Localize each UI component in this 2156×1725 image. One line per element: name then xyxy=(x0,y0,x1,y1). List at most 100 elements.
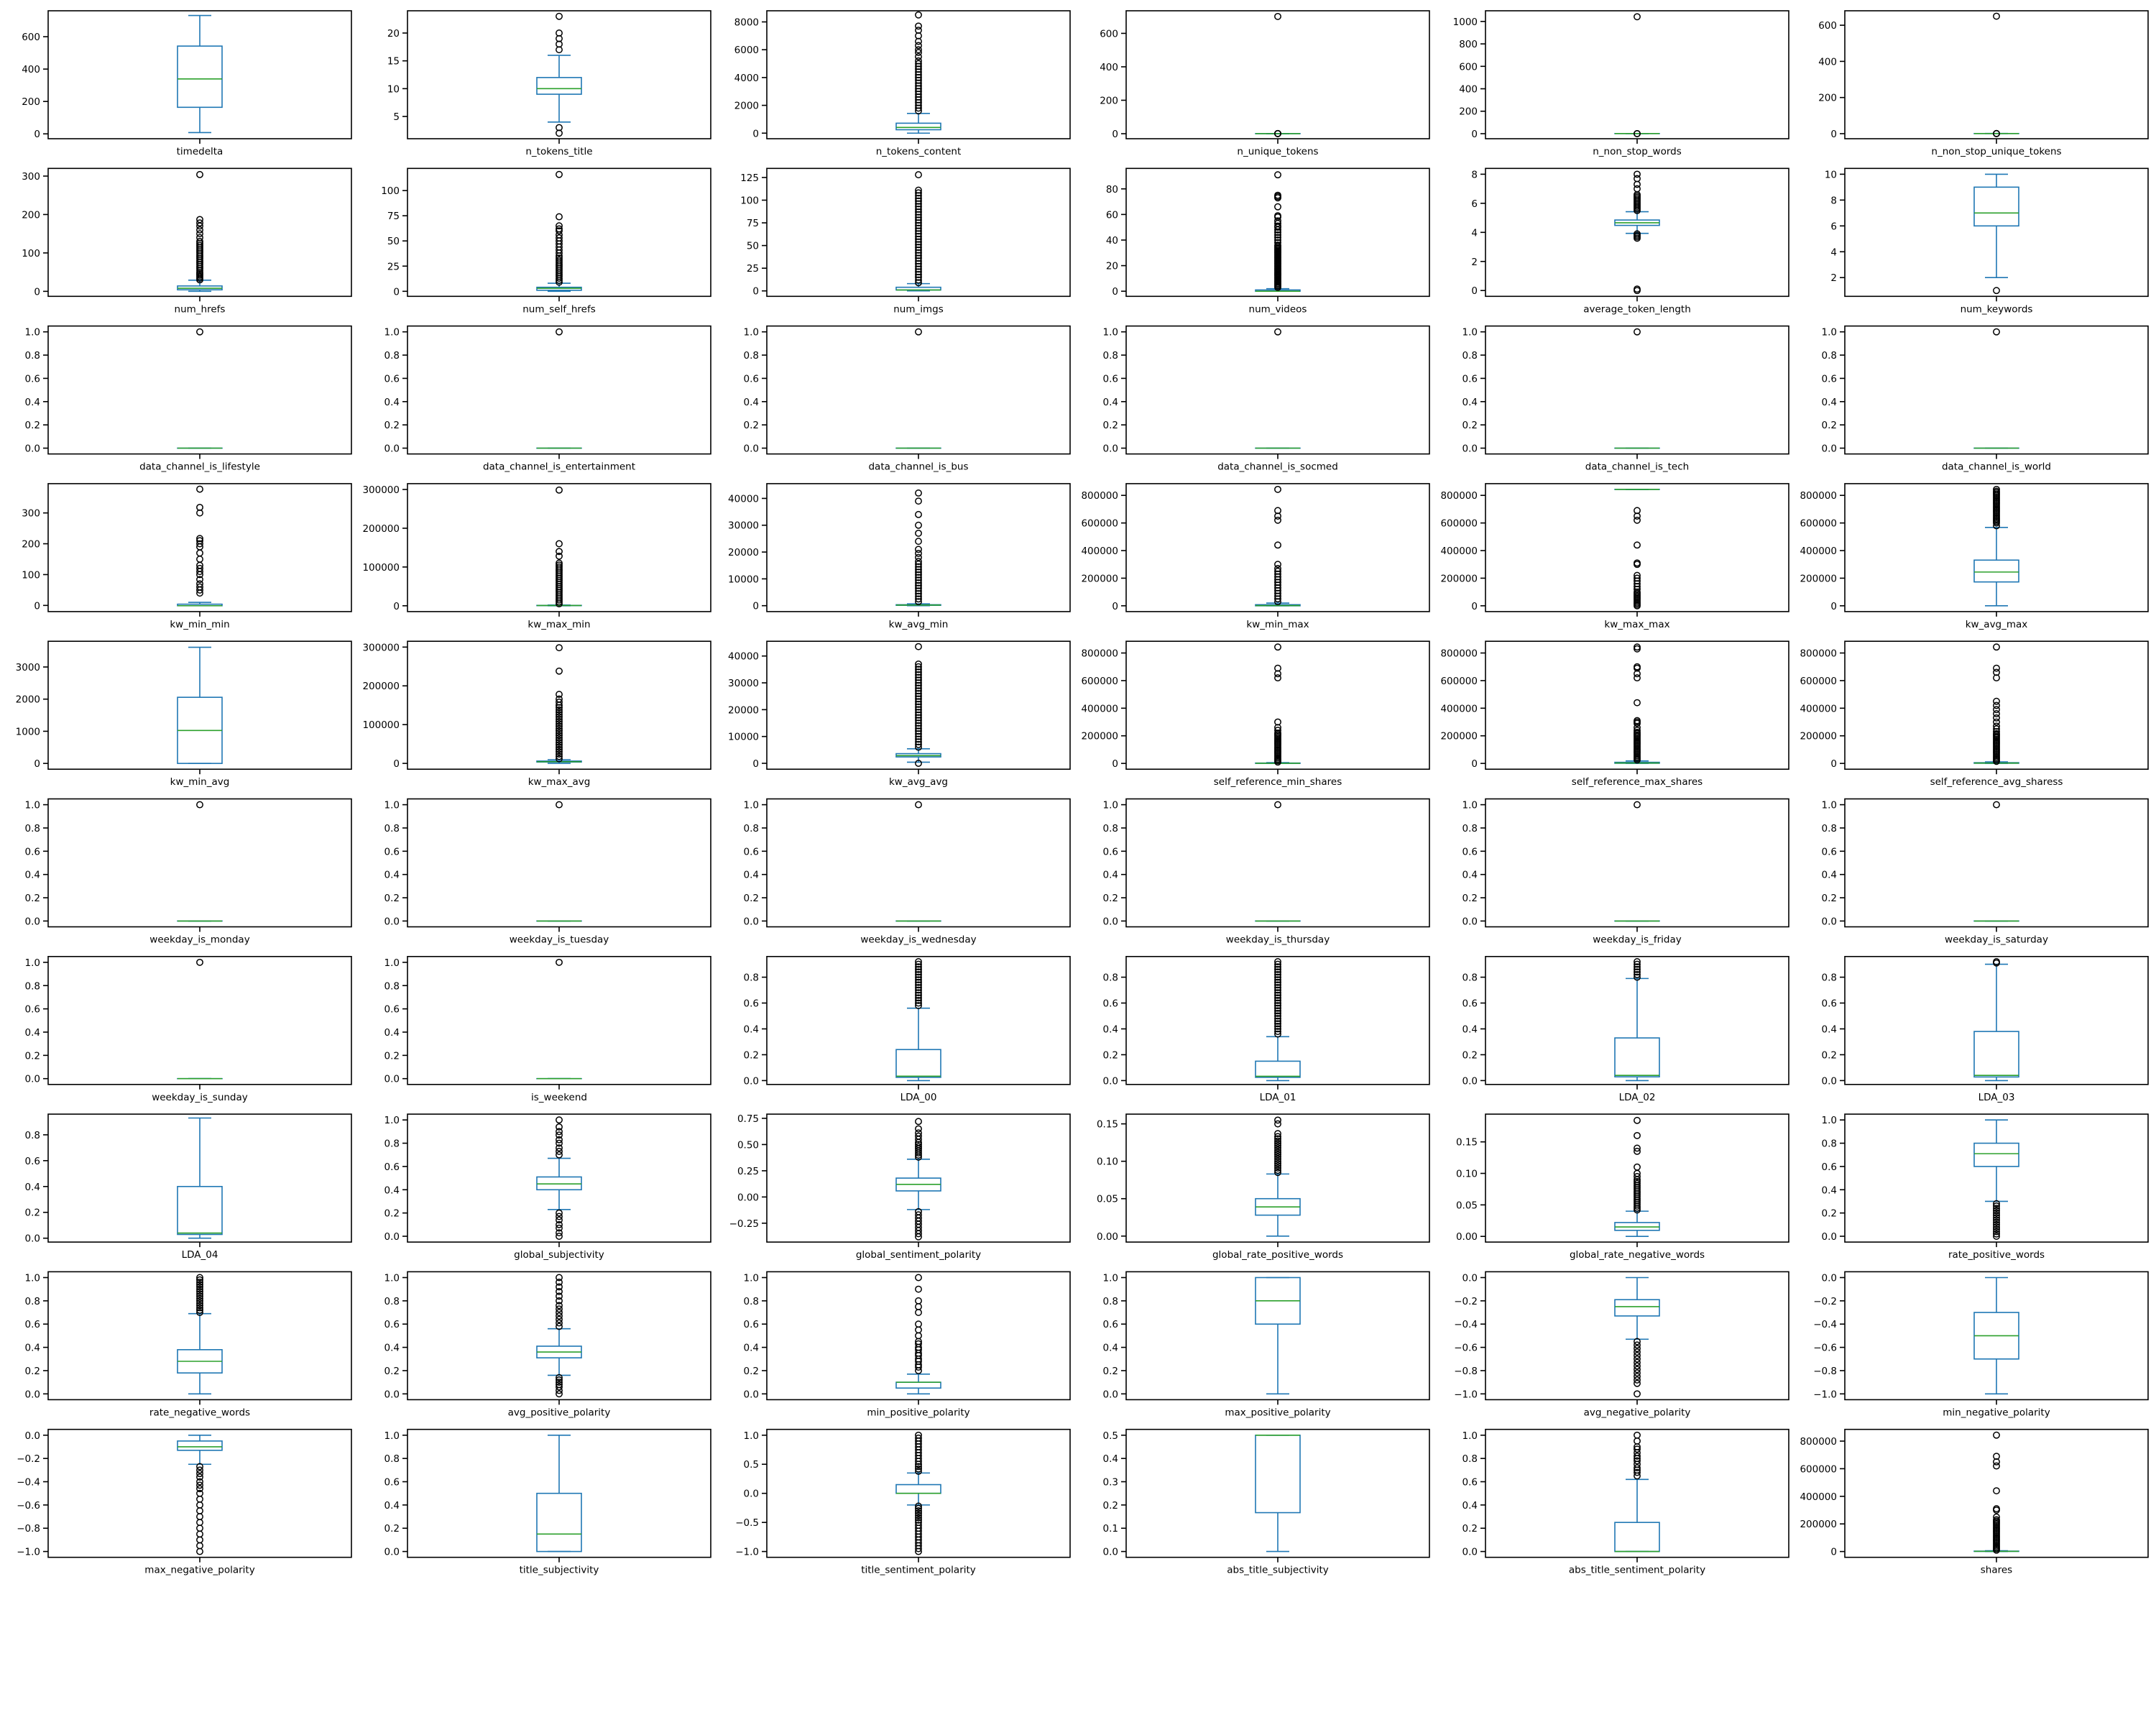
y-tick-label: 0.4 xyxy=(744,397,759,408)
y-tick-label: 1.0 xyxy=(1822,327,1837,339)
y-tick-label: 0.0 xyxy=(384,1074,400,1085)
panel-kw-max-min: 0 100000 200000 300000 kw_max_min xyxy=(362,483,711,630)
outlier-point xyxy=(1274,1002,1281,1010)
outlier-point xyxy=(556,1287,563,1295)
y-tick-label: 800000 xyxy=(1800,1436,1837,1448)
y-tick-label: 0.2 xyxy=(384,893,400,904)
outlier-point xyxy=(1993,1228,2000,1236)
outlier-point xyxy=(1274,981,1281,989)
y-tick-label: 10 xyxy=(1825,169,1837,180)
outlier-point xyxy=(1634,1369,1641,1377)
y-tick-label: 0.8 xyxy=(384,1138,400,1150)
outlier-point xyxy=(1274,1162,1281,1169)
y-tick-label: 0.4 xyxy=(1822,397,1837,408)
y-tick-label: 0.2 xyxy=(744,1049,759,1061)
outlier-point xyxy=(915,22,922,30)
y-tick-label: 8000 xyxy=(734,17,759,28)
y-tick-label: 100000 xyxy=(362,562,400,574)
outlier-point xyxy=(1634,1468,1641,1476)
outlier-point xyxy=(196,1290,203,1298)
y-tick-label: 0.2 xyxy=(1822,1208,1837,1220)
outlier-point xyxy=(556,722,563,730)
y-tick-label: −1.0 xyxy=(1454,1389,1478,1400)
outlier-point xyxy=(1993,1233,2000,1240)
outlier-point xyxy=(1993,1202,2000,1210)
x-tick-label: weekday_is_sunday xyxy=(152,1092,248,1103)
panel-title-sentiment-polarity: −1.0 −0.5 0.0 0.5 1.0 title_sentiment_polarit… xyxy=(735,1428,1071,1576)
outlier-point xyxy=(915,999,922,1007)
outlier-point xyxy=(196,1507,203,1514)
y-tick-label: 75 xyxy=(747,218,759,229)
outlier-point xyxy=(1274,236,1281,244)
y-tick-label: 5 xyxy=(393,111,400,123)
outlier-point xyxy=(556,254,563,262)
outlier-point xyxy=(915,206,922,213)
outlier-point xyxy=(1634,1366,1641,1374)
outlier-point xyxy=(556,691,563,699)
y-tick-label: 300000 xyxy=(362,484,400,496)
outlier-point xyxy=(915,592,922,600)
outlier-point xyxy=(915,698,922,706)
outlier-point xyxy=(915,52,922,60)
panel-LDA-04: 0.0 0.2 0.4 0.6 0.8 LDA_04 xyxy=(25,1113,352,1261)
outlier-point xyxy=(556,1116,563,1124)
y-tick-label: −0.2 xyxy=(1454,1296,1478,1307)
x-tick-label: global_subjectivity xyxy=(514,1249,604,1261)
y-tick-label: 1.0 xyxy=(744,1272,759,1284)
outlier-point xyxy=(556,1315,563,1323)
outlier-point xyxy=(915,968,922,976)
y-tick-label: 800000 xyxy=(1440,490,1478,502)
outlier-point xyxy=(1274,986,1281,994)
panel-n-non-stop-unique-tokens: 0 200 400 600 n_non_stop_unique_tokens xyxy=(1818,10,2149,157)
outlier-point xyxy=(1634,643,1641,651)
outlier-point xyxy=(196,1463,203,1471)
outlier-point xyxy=(1634,1179,1641,1187)
y-tick-label: 0.8 xyxy=(25,1130,40,1141)
panel-frame xyxy=(47,325,352,455)
panel-avg-negative-polarity: −1.0 −0.8 −0.6 −0.4 −0.2 0.0 avg_negative_pola… xyxy=(1454,1271,1789,1418)
outlier-point xyxy=(196,226,203,234)
outlier-point xyxy=(556,720,563,728)
outlier-point xyxy=(915,186,922,194)
y-tick-label: 0.4 xyxy=(384,1343,400,1354)
outlier-point xyxy=(915,668,922,676)
x-tick-label: weekday_is_friday xyxy=(1593,934,1681,946)
y-tick-label: 0.6 xyxy=(384,1477,400,1489)
outlier-point xyxy=(556,713,563,721)
outlier-point xyxy=(915,1143,922,1151)
x-tick-label: data_channel_is_bus xyxy=(868,461,968,473)
y-tick-label: 0.2 xyxy=(384,1523,400,1535)
outlier-point xyxy=(915,197,922,205)
panel-self-reference-max-shares: 0 200000 400000 600000 800000 self_reference_… xyxy=(1440,640,1789,788)
y-tick-label: 0.0 xyxy=(384,1389,400,1400)
outlier-point xyxy=(1634,1351,1641,1359)
y-tick-label: 0.2 xyxy=(1462,893,1478,904)
y-tick-label: 0.4 xyxy=(1822,1184,1837,1196)
y-tick-label: 0.6 xyxy=(744,998,759,1010)
outlier-point xyxy=(1993,722,2000,730)
y-tick-label: 0.2 xyxy=(25,420,40,431)
outlier-point xyxy=(915,690,922,697)
panel-kw-avg-min: 0 10000 20000 30000 40000 kw_avg_min xyxy=(728,483,1071,630)
outlier-point xyxy=(915,730,922,737)
iqr-box xyxy=(1614,1037,1660,1077)
panel-weekday-is-sunday: 0.0 0.2 0.4 0.6 0.8 1.0 weekday_is_sunday xyxy=(25,956,352,1103)
y-tick-label: 800000 xyxy=(1800,490,1837,502)
outlier-point xyxy=(915,510,922,518)
outlier-point xyxy=(1274,1146,1281,1154)
y-tick-label: 1.0 xyxy=(25,1272,40,1284)
y-tick-label: 400000 xyxy=(1081,703,1118,714)
y-tick-label: 1.0 xyxy=(1822,800,1837,811)
y-tick-label: 0.0 xyxy=(1462,1075,1478,1087)
outlier-point xyxy=(556,1139,563,1147)
outlier-point xyxy=(1274,217,1281,225)
y-tick-label: 1.0 xyxy=(1462,327,1478,339)
outlier-point xyxy=(1993,1513,2000,1521)
outlier-point xyxy=(1274,1141,1281,1149)
outlier-point xyxy=(1993,1211,2000,1219)
outlier-point xyxy=(915,571,922,579)
panel-weekday-is-monday: 0.0 0.2 0.4 0.6 0.8 1.0 weekday_is_monday xyxy=(25,798,352,946)
outlier-point xyxy=(196,170,203,178)
outlier-point xyxy=(196,1304,203,1312)
y-tick-label: 200 xyxy=(22,96,40,108)
